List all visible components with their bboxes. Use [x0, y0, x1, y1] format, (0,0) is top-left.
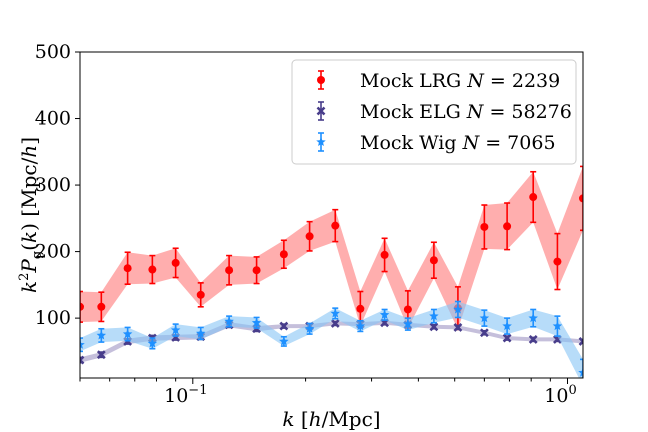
mock-wig-point: [355, 321, 366, 331]
mock-lrg-point: [80, 302, 84, 311]
mock-wig-point: [170, 325, 181, 335]
legend-entry-mock-elg: Mock ELG N = 58276: [316, 101, 572, 123]
legend: Mock LRG N = 2239 Mock ELG N = 58276 Mock …: [291, 59, 577, 165]
legend-box: [291, 59, 577, 165]
mock-wig-point: [80, 339, 85, 349]
legend-label-mock-lrg: Mock LRG N = 2239: [360, 70, 560, 92]
mock-lrg-point: [171, 258, 180, 267]
mock-elg-point: [80, 355, 85, 365]
mock-wig-point: [279, 336, 289, 346]
mock-wig-point: [195, 328, 206, 338]
mock-elg-point: [528, 334, 538, 344]
mock-wig-point: [147, 338, 158, 348]
mock-wig-point: [403, 319, 413, 329]
legend-marker: [316, 106, 326, 116]
mock-lrg-point: [579, 194, 583, 203]
series-mock-wig: [80, 300, 583, 378]
legend-label-mock-wig: Mock Wig N = 7065: [360, 132, 556, 154]
mock-wig-point: [552, 321, 563, 331]
mock-wig-point: [122, 329, 133, 339]
mock-wig-point: [528, 313, 538, 323]
mock-elg-point: [453, 323, 463, 332]
mock-wig-point: [502, 321, 512, 331]
x-tick-label: 100: [544, 383, 576, 407]
legend-label-mock-elg: Mock ELG N = 58276: [360, 101, 572, 123]
mock-lrg-point: [356, 304, 365, 313]
mock-elg-point: [479, 328, 489, 338]
x-tick-label: 10−1: [164, 383, 207, 407]
mock-elg-point: [578, 336, 583, 346]
mock-lrg-point: [403, 305, 412, 314]
mock-wig-point: [379, 309, 390, 319]
mock-lrg-point: [252, 266, 261, 275]
mock-lrg-point: [529, 193, 538, 202]
mock-lrg-point: [123, 264, 132, 273]
legend-marker: [316, 137, 326, 147]
y-tick-label: 300: [35, 174, 71, 196]
plot-content: [80, 165, 583, 378]
x-axis-label: k [h/Mpc]: [282, 407, 380, 431]
mock-wig-point: [578, 367, 583, 377]
series-mock-lrg: [80, 165, 583, 331]
legend-entry-mock-wig: Mock Wig N = 7065: [316, 132, 556, 154]
mock-wig-point: [251, 317, 262, 327]
mock-lrg-point: [331, 221, 340, 230]
mock-lrg-point: [279, 250, 288, 259]
mock-wig-point: [304, 323, 315, 333]
mock-lrg-point: [480, 222, 489, 231]
y-tick-label: 400: [35, 108, 71, 130]
legend-marker: [317, 76, 325, 84]
y-tick-label: 200: [35, 241, 71, 263]
axes: 100 200 300 400 500 10−1 100 k [h/Mpc] k2Pg(k) […: [17, 41, 577, 431]
mock-wig-point: [479, 313, 490, 323]
mock-wig-point: [96, 330, 107, 340]
mock-wig-point: [453, 304, 463, 314]
mock-wig-error-band: [80, 301, 583, 378]
legend-entry-mock-lrg: Mock LRG N = 2239: [317, 70, 560, 92]
mock-elg-point: [502, 333, 512, 343]
mock-elg-point: [429, 322, 439, 332]
plot-frame: [79, 51, 584, 379]
mock-lrg-point: [429, 256, 438, 265]
mock-lrg-point: [97, 302, 106, 311]
mock-wig-point: [330, 308, 341, 318]
mock-lrg-point: [503, 222, 512, 231]
mock-wig-point: [224, 316, 234, 326]
mock-lrg-point: [196, 290, 205, 299]
mock-lrg-point: [553, 257, 562, 266]
mock-wig-point: [429, 311, 439, 321]
y-tick-label: 500: [35, 41, 71, 63]
mock-lrg-point: [305, 232, 314, 241]
mock-elg-point: [96, 350, 106, 360]
plot-area: [80, 165, 583, 378]
y-axis-label: k2Pg(k) [Mpc/h]: [17, 137, 45, 293]
y-tick-label: 100: [35, 307, 71, 329]
mock-lrg-point: [225, 266, 234, 275]
mock-lrg-point: [380, 250, 389, 259]
mock-lrg-point: [148, 265, 157, 274]
mock-elg-point: [330, 319, 340, 328]
mock-elg-point: [279, 321, 289, 331]
